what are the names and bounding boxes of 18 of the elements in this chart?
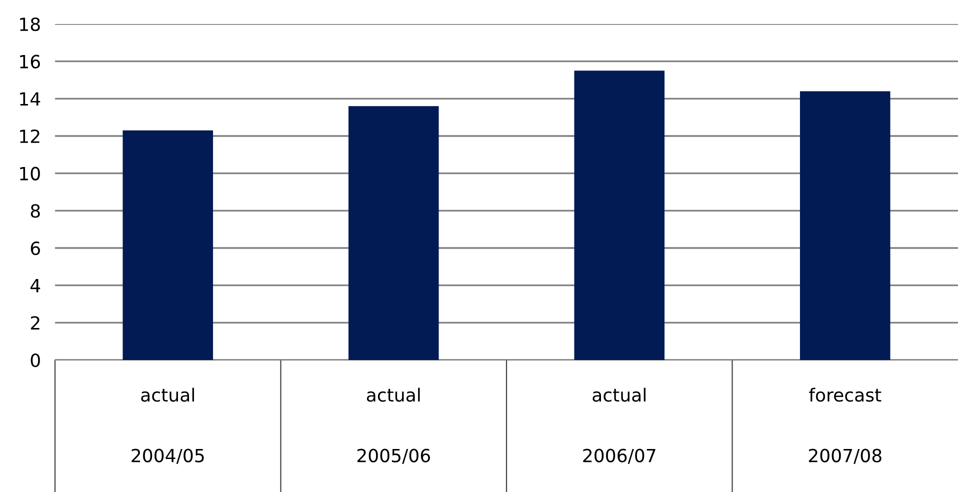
y-tick-label: 8 bbox=[30, 204, 40, 218]
bar bbox=[574, 70, 665, 360]
y-tick-label: 16 bbox=[20, 54, 40, 68]
y-tick-label: 4 bbox=[30, 279, 40, 292]
bar bbox=[800, 91, 890, 360]
y-tick-label: 0 bbox=[30, 353, 40, 368]
y-tick-label: 12 bbox=[20, 129, 40, 143]
category-label: actual 2004/05 bbox=[132, 388, 204, 464]
category-label: actual 2005/06 bbox=[357, 388, 430, 464]
bar bbox=[348, 106, 439, 360]
y-tick-label: 14 bbox=[20, 92, 40, 106]
y-tick-label: 2 bbox=[30, 316, 40, 330]
y-tick-label: 18 bbox=[20, 17, 40, 32]
y-tick-label: 10 bbox=[20, 166, 40, 180]
category-label: forecast 2007/08 bbox=[808, 388, 882, 464]
bar bbox=[122, 130, 214, 360]
category-label: actual 2006/07 bbox=[583, 388, 656, 464]
y-tick-label: 6 bbox=[30, 241, 40, 256]
